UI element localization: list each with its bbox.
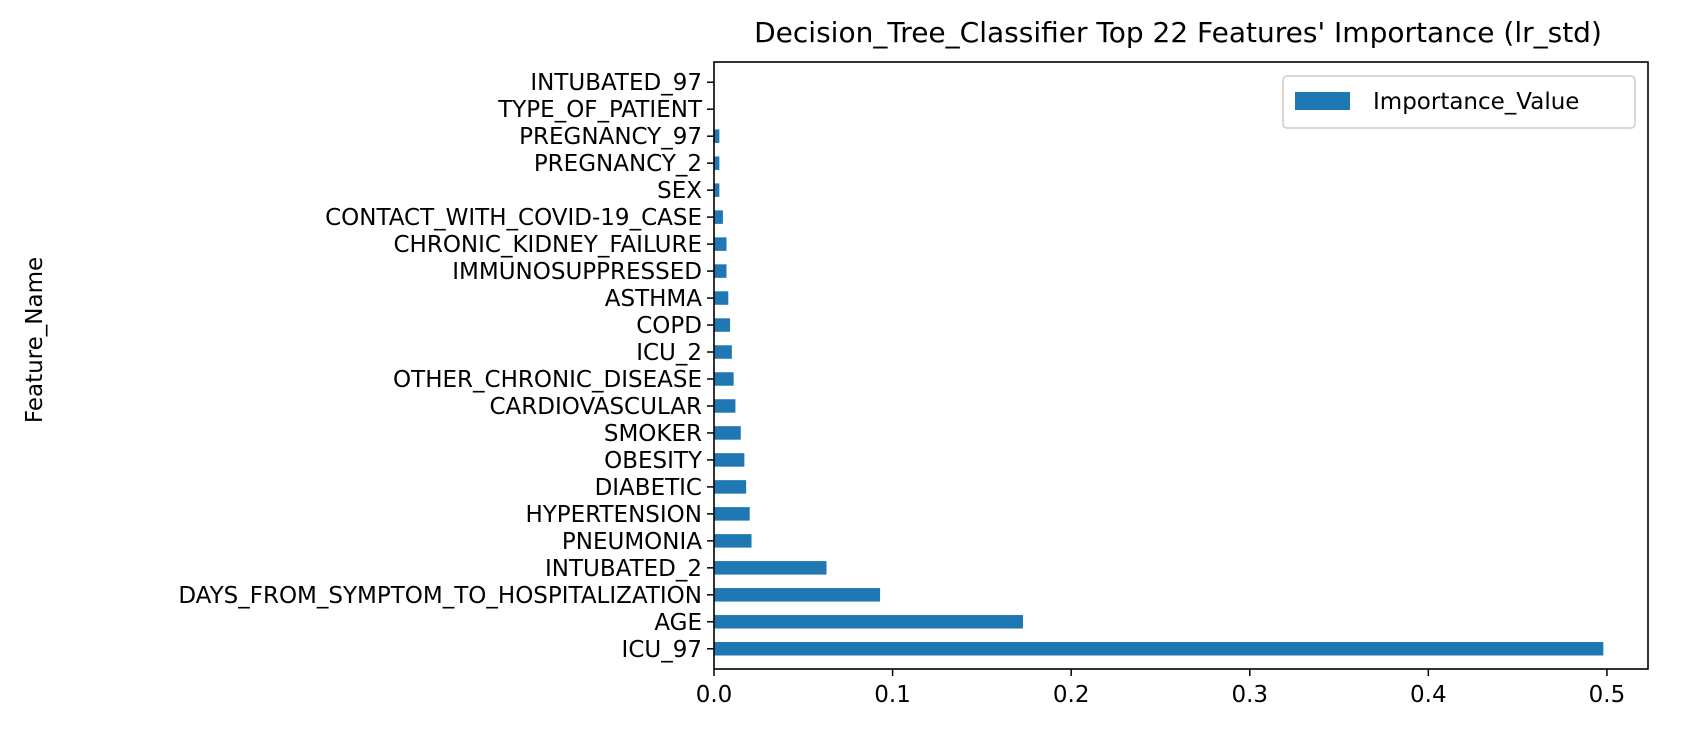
y-tick-label: DIABETIC (595, 475, 702, 501)
x-tick-label: 0.1 (874, 682, 911, 708)
x-tick-label: 0.4 (1410, 682, 1447, 708)
x-tick-label: 0.5 (1589, 682, 1626, 708)
bar-intubated-2 (714, 561, 827, 575)
y-tick-label: DAYS_FROM_SYMPTOM_TO_HOSPITALIZATION (178, 583, 702, 609)
y-tick-label: INTUBATED_2 (545, 556, 702, 582)
bar-chronic-kidney-failure (714, 237, 727, 251)
bar-other-chronic-disease (714, 372, 734, 386)
bar-smoker (714, 426, 741, 440)
bar-age (714, 615, 1023, 629)
bar-asthma (714, 291, 729, 305)
y-tick-label: CONTACT_WITH_COVID-19_CASE (325, 205, 702, 231)
y-tick-label: INTUBATED_97 (530, 70, 702, 96)
y-tick-label: ICU_2 (636, 340, 702, 366)
legend: Importance_Value (1282, 75, 1636, 129)
y-tick-label: COPD (636, 313, 702, 339)
y-tick-label: CHRONIC_KIDNEY_FAILURE (393, 232, 702, 258)
y-tick-label: PREGNANCY_2 (534, 151, 702, 177)
bar-contact-with-covid-19-case (714, 210, 723, 224)
bar-sex (714, 183, 720, 197)
bar-immunosuppressed (714, 264, 727, 278)
bar-days-from-symptom-to-hospitalization (714, 588, 881, 602)
y-tick-label: ICU_97 (622, 637, 702, 663)
legend-box (1282, 75, 1636, 129)
x-tick-label: 0.0 (696, 682, 733, 708)
bar-pregnancy-2 (714, 156, 720, 170)
y-tick-label: TYPE_OF_PATIENT (497, 97, 703, 123)
bars-group (714, 129, 1604, 656)
x-axis-ticks: 0.0 0.1 0.2 0.3 0.4 0.5 (696, 669, 1626, 708)
y-tick-label: SMOKER (604, 421, 702, 447)
y-tick-label: SEX (657, 178, 702, 204)
legend-swatch (1295, 92, 1350, 110)
y-tick-label: PNEUMONIA (562, 529, 702, 555)
bar-hypertension (714, 507, 750, 521)
x-tick-label: 0.2 (1053, 682, 1090, 708)
bar-diabetic (714, 480, 747, 494)
plot-frame (713, 61, 1649, 670)
legend-label: Importance_Value (1373, 89, 1579, 115)
bar-icu-97 (714, 642, 1604, 656)
y-tick-label: IMMUNOSUPPRESSED (452, 259, 702, 285)
bar-pneumonia (714, 534, 752, 548)
y-tick-label: OBESITY (604, 448, 703, 474)
y-tick-label: OTHER_CHRONIC_DISEASE (393, 367, 702, 393)
y-axis-title: Feature_Name (22, 257, 48, 423)
y-axis-ticks: ICU_97AGEDAYS_FROM_SYMPTOM_TO_HOSPITALIZ… (178, 70, 714, 663)
bar-cardiovascular (714, 399, 736, 413)
y-tick-label: HYPERTENSION (525, 502, 702, 528)
y-tick-label: AGE (654, 610, 702, 636)
bar-icu-2 (714, 345, 732, 359)
y-tick-label: ASTHMA (605, 286, 703, 312)
y-tick-label: CARDIOVASCULAR (489, 394, 702, 420)
x-tick-label: 0.3 (1231, 682, 1268, 708)
y-tick-label: PREGNANCY_97 (519, 124, 702, 150)
bar-pregnancy-97 (714, 129, 720, 143)
bar-copd (714, 318, 731, 332)
bar-obesity (714, 453, 745, 467)
chart-title: Decision_Tree_Classifier Top 22 Features… (754, 16, 1602, 49)
